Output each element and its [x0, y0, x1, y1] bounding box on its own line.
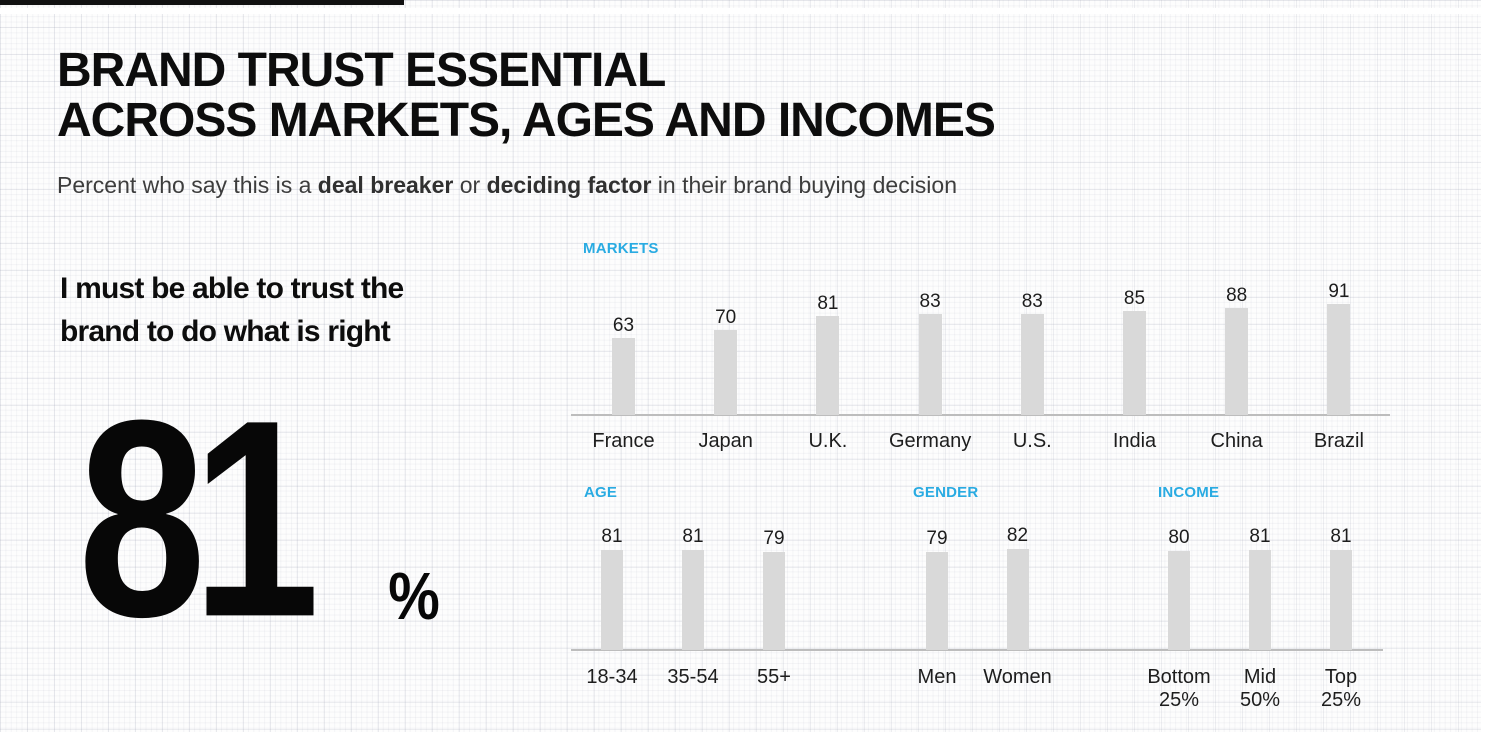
bar-category-label: Bottom 25%: [1147, 666, 1211, 711]
bar: [1020, 314, 1044, 415]
bar: [1330, 550, 1352, 650]
page-title: BRAND TRUST ESSENTIAL ACROSS MARKETS, AG…: [57, 44, 996, 147]
bar: [1006, 549, 1029, 650]
page-title-line1: BRAND TRUST ESSENTIAL: [57, 44, 666, 97]
bar: [1327, 304, 1351, 415]
chart-header-markets: MARKETS: [583, 240, 659, 257]
bar-category-label: Japan: [698, 430, 753, 452]
bar-category-label: Men: [917, 666, 957, 688]
bar-value-label: 83: [919, 291, 941, 312]
bar-value-label: 70: [715, 307, 737, 328]
bar-value-label: 63: [612, 315, 635, 336]
bar-value-label: 81: [1330, 526, 1352, 547]
bar: [763, 552, 785, 650]
bar-category-label: Top 25%: [1320, 666, 1362, 711]
bar-category-label: 35-54: [667, 666, 719, 688]
bar: [682, 550, 704, 650]
bar-value-label: 79: [926, 528, 948, 549]
bar-value-label: 81: [682, 526, 704, 547]
bar-category-label: Women: [983, 666, 1052, 688]
bar: [714, 330, 738, 415]
big-value: 81: [78, 361, 320, 675]
bar-value-label: 81: [817, 293, 839, 314]
subtitle-post: in their brand buying decision: [651, 172, 958, 198]
subtitle-mid: or: [453, 172, 487, 198]
bottom-margin-band: [0, 732, 1488, 742]
bar-value-label: 79: [763, 528, 785, 549]
bar-category-label: India: [1112, 430, 1157, 452]
bar-category-label: China: [1210, 430, 1263, 452]
statement-line2: brand to do what is right: [60, 315, 391, 348]
bar: [816, 316, 840, 415]
bar-category-label: France: [592, 430, 655, 452]
bar-category-label: Brazil: [1313, 430, 1364, 452]
bar-value-label: 80: [1168, 527, 1190, 548]
bar: [1225, 308, 1249, 415]
subtitle-bold-deal-breaker: deal breaker: [317, 172, 454, 198]
bar-category-label: U.S.: [1012, 430, 1052, 452]
page-subtitle: Percent who say this is a deal breaker o…: [57, 172, 957, 199]
statement-text: I must be able to trust the brand to do …: [60, 267, 404, 353]
chart-header-gender: GENDER: [913, 484, 979, 501]
right-margin-band: [1481, 0, 1488, 742]
top-margin-band: [0, 8, 1488, 14]
bar: [1249, 550, 1271, 650]
bar: [918, 314, 942, 415]
bar: [612, 338, 635, 415]
bar-value-label: 82: [1006, 525, 1029, 546]
bar-category-label: Mid 50%: [1239, 666, 1281, 711]
statement-line1: I must be able to trust the: [60, 272, 404, 305]
bar-category-label: U.K.: [808, 430, 848, 452]
bar-category-label: Germany: [888, 430, 972, 452]
chart-header-income: INCOME: [1158, 484, 1220, 501]
bar-value-label: 81: [1249, 526, 1271, 547]
bar-category-label: 18-34: [586, 666, 638, 688]
bar: [601, 550, 623, 650]
bar: [926, 552, 948, 650]
chart-header-age: AGE: [584, 484, 618, 501]
bar-value-label: 88: [1226, 285, 1248, 306]
subtitle-bold-deciding-factor: deciding factor: [486, 172, 652, 198]
subtitle-pre: Percent who say this is a: [57, 172, 318, 198]
percent-sign: %: [388, 558, 440, 634]
bar-category-label: 55+: [757, 666, 791, 688]
demographics-axis-baseline: [571, 649, 1383, 651]
statement-underline: [0, 0, 404, 5]
bar: [1123, 311, 1146, 415]
bar-value-label: 91: [1328, 281, 1350, 302]
bar-value-label: 85: [1123, 288, 1146, 309]
markets-axis-baseline: [571, 414, 1390, 416]
big-value-highlight: 81: [65, 378, 333, 659]
bar-value-label: 83: [1021, 291, 1043, 312]
bar: [1168, 551, 1190, 650]
bar-value-label: 81: [601, 526, 623, 547]
percent-sign-highlight: %: [383, 558, 445, 634]
page-title-line2: ACROSS MARKETS, AGES AND INCOMES: [57, 94, 996, 147]
